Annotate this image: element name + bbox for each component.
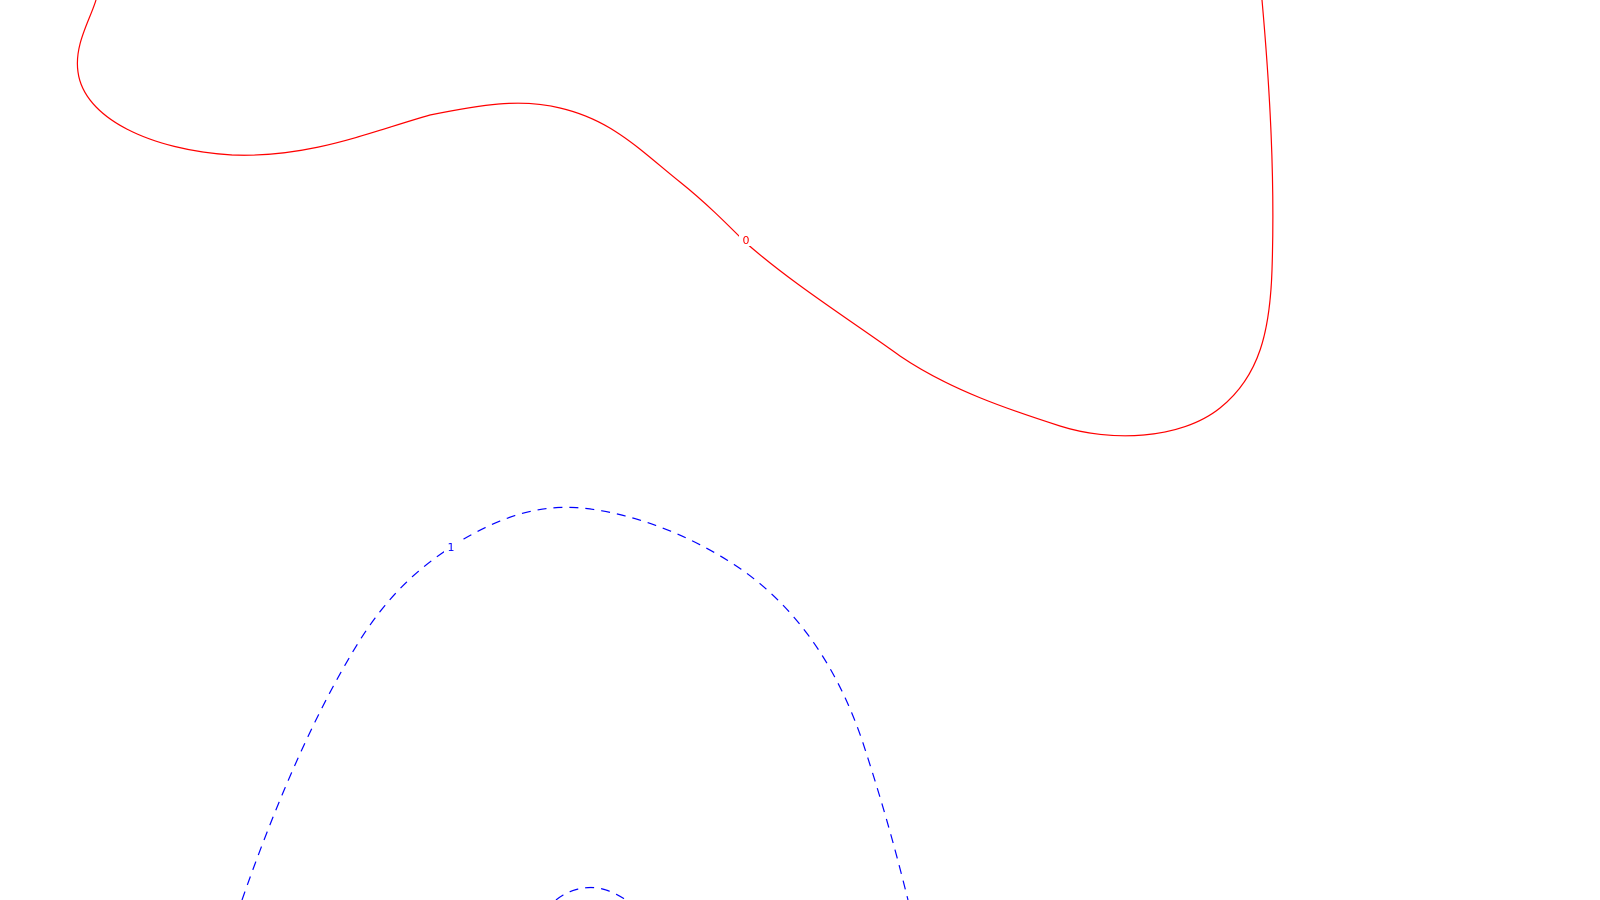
contour-line-level-0 <box>76 0 1274 437</box>
contour-label-1: 1 <box>448 541 455 554</box>
contour-line-level-1 <box>241 506 909 900</box>
contour-line-level-1-inner <box>555 886 627 900</box>
contour-label-0: 0 <box>743 234 750 247</box>
contour-label-bg-0 <box>739 233 753 246</box>
contour-label-bg-1 <box>444 540 458 553</box>
